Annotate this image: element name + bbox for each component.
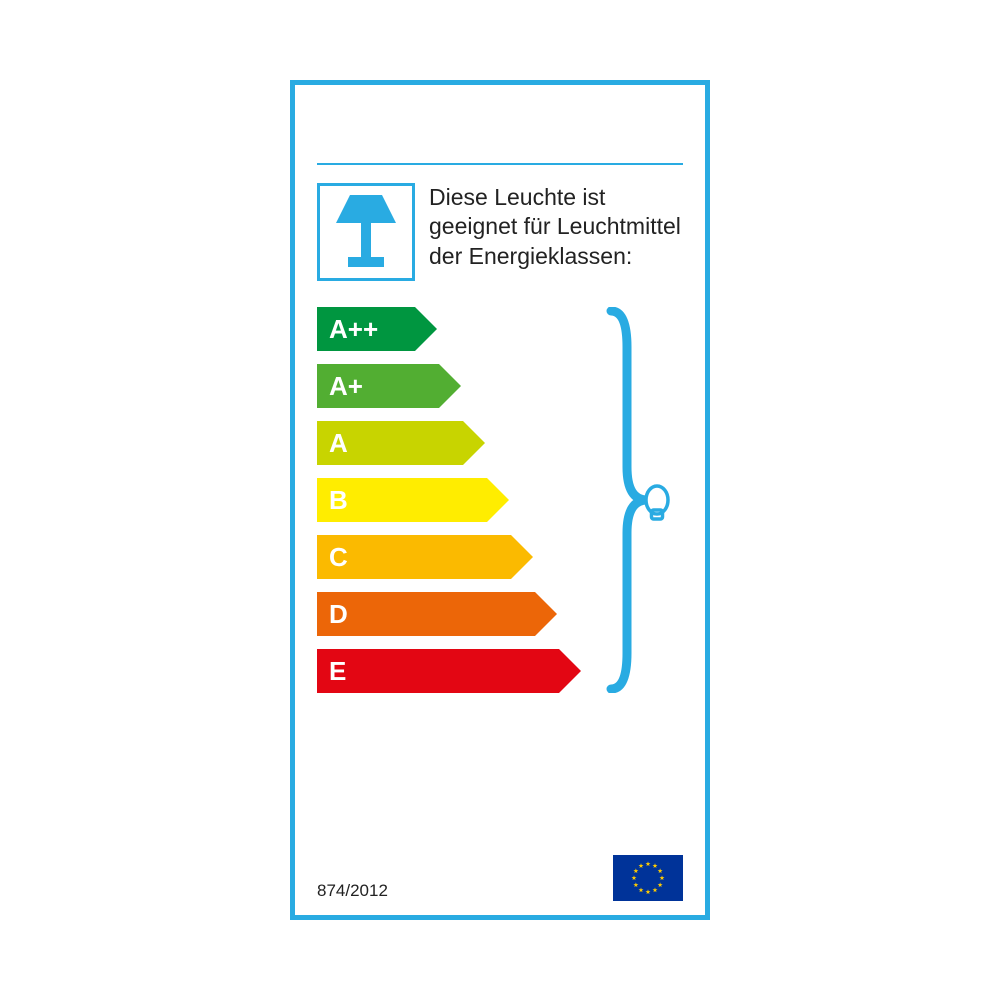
energy-class-arrow: A++	[317, 307, 437, 351]
energy-label-card: Diese Leuchte ist geeignet für Leuchtmit…	[290, 80, 710, 920]
eu-flag	[613, 855, 683, 901]
regulation-text: 874/2012	[317, 881, 388, 901]
arrow-body: E	[317, 649, 559, 693]
arrow-tip	[511, 535, 533, 579]
arrow-tip	[487, 478, 509, 522]
arrow-body: A	[317, 421, 463, 465]
brace-bulb	[603, 307, 673, 693]
arrow-tip	[559, 649, 581, 693]
arrow-tip	[535, 592, 557, 636]
arrow-body: A+	[317, 364, 439, 408]
energy-class-arrow: C	[317, 535, 533, 579]
arrow-body: A++	[317, 307, 415, 351]
info-text: Diese Leuchte ist geeignet für Leuchtmit…	[429, 183, 683, 271]
energy-class-arrow: B	[317, 478, 509, 522]
arrow-body: C	[317, 535, 511, 579]
energy-class-arrow: D	[317, 592, 557, 636]
arrow-tip	[415, 307, 437, 351]
lamp-icon-box	[317, 183, 415, 281]
arrow-tip	[463, 421, 485, 465]
footer: 874/2012	[317, 855, 683, 901]
energy-class-arrow: A+	[317, 364, 461, 408]
energy-class-arrow: E	[317, 649, 581, 693]
energy-class-arrows: A++ A+ ABCDE	[317, 307, 683, 707]
info-row: Diese Leuchte ist geeignet für Leuchtmit…	[317, 183, 683, 281]
energy-class-arrow: A	[317, 421, 485, 465]
lamp-icon	[330, 191, 402, 273]
arrow-body: B	[317, 478, 487, 522]
header-spacer	[317, 103, 683, 165]
arrow-body: D	[317, 592, 535, 636]
arrow-tip	[439, 364, 461, 408]
